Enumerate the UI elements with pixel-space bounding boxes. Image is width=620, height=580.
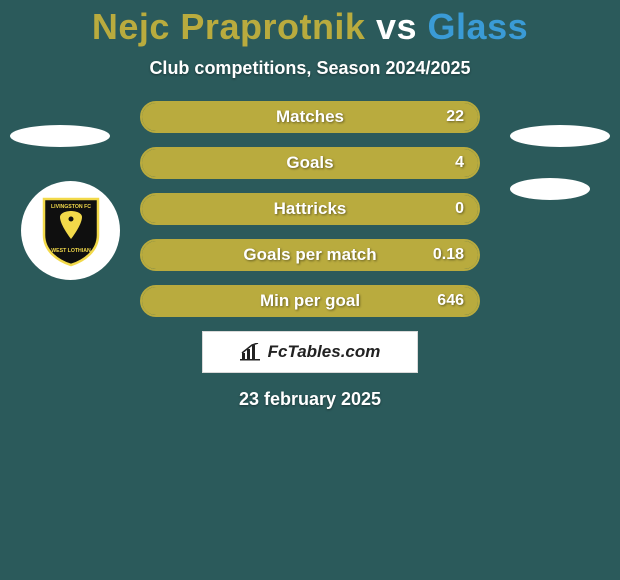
stat-bar: Matches 22 <box>140 101 480 133</box>
stat-label: Min per goal <box>260 291 360 311</box>
vs-text: vs <box>376 6 417 47</box>
stat-value: 0 <box>455 200 464 218</box>
decorative-ellipse <box>510 178 590 200</box>
player2-name: Glass <box>428 6 529 47</box>
stat-value: 22 <box>446 108 464 126</box>
fctables-logo[interactable]: FcTables.com <box>202 331 418 373</box>
stat-value: 4 <box>455 154 464 172</box>
subtitle: Club competitions, Season 2024/2025 <box>0 58 620 79</box>
decorative-ellipse <box>10 125 110 147</box>
player1-name: Nejc Praprotnik <box>92 6 366 47</box>
stat-bar: Min per goal 646 <box>140 285 480 317</box>
barchart-icon <box>240 343 262 361</box>
stat-bar: Goals per match 0.18 <box>140 239 480 271</box>
stat-bar: Goals 4 <box>140 147 480 179</box>
stat-label: Matches <box>276 107 344 127</box>
stat-value: 0.18 <box>433 246 464 264</box>
stats-bars: Matches 22 Goals 4 Hattricks 0 Goals per match… <box>140 101 480 317</box>
date-text: 23 february 2025 <box>0 389 620 410</box>
svg-text:LIVINGSTON FC: LIVINGSTON FC <box>51 204 91 210</box>
decorative-ellipse <box>510 125 610 147</box>
stat-label: Hattricks <box>274 199 347 219</box>
stat-value: 646 <box>437 292 464 310</box>
stat-label: Goals per match <box>243 245 376 265</box>
logo-text: FcTables.com <box>268 342 381 362</box>
page-title: Nejc Praprotnik vs Glass <box>0 0 620 48</box>
stat-bar: Hattricks 0 <box>140 193 480 225</box>
shield-icon: LIVINGSTON FC WEST LOTHIAN <box>40 195 102 267</box>
stat-label: Goals <box>286 153 333 173</box>
club-crest: LIVINGSTON FC WEST LOTHIAN <box>21 181 120 280</box>
svg-text:WEST LOTHIAN: WEST LOTHIAN <box>51 248 91 254</box>
